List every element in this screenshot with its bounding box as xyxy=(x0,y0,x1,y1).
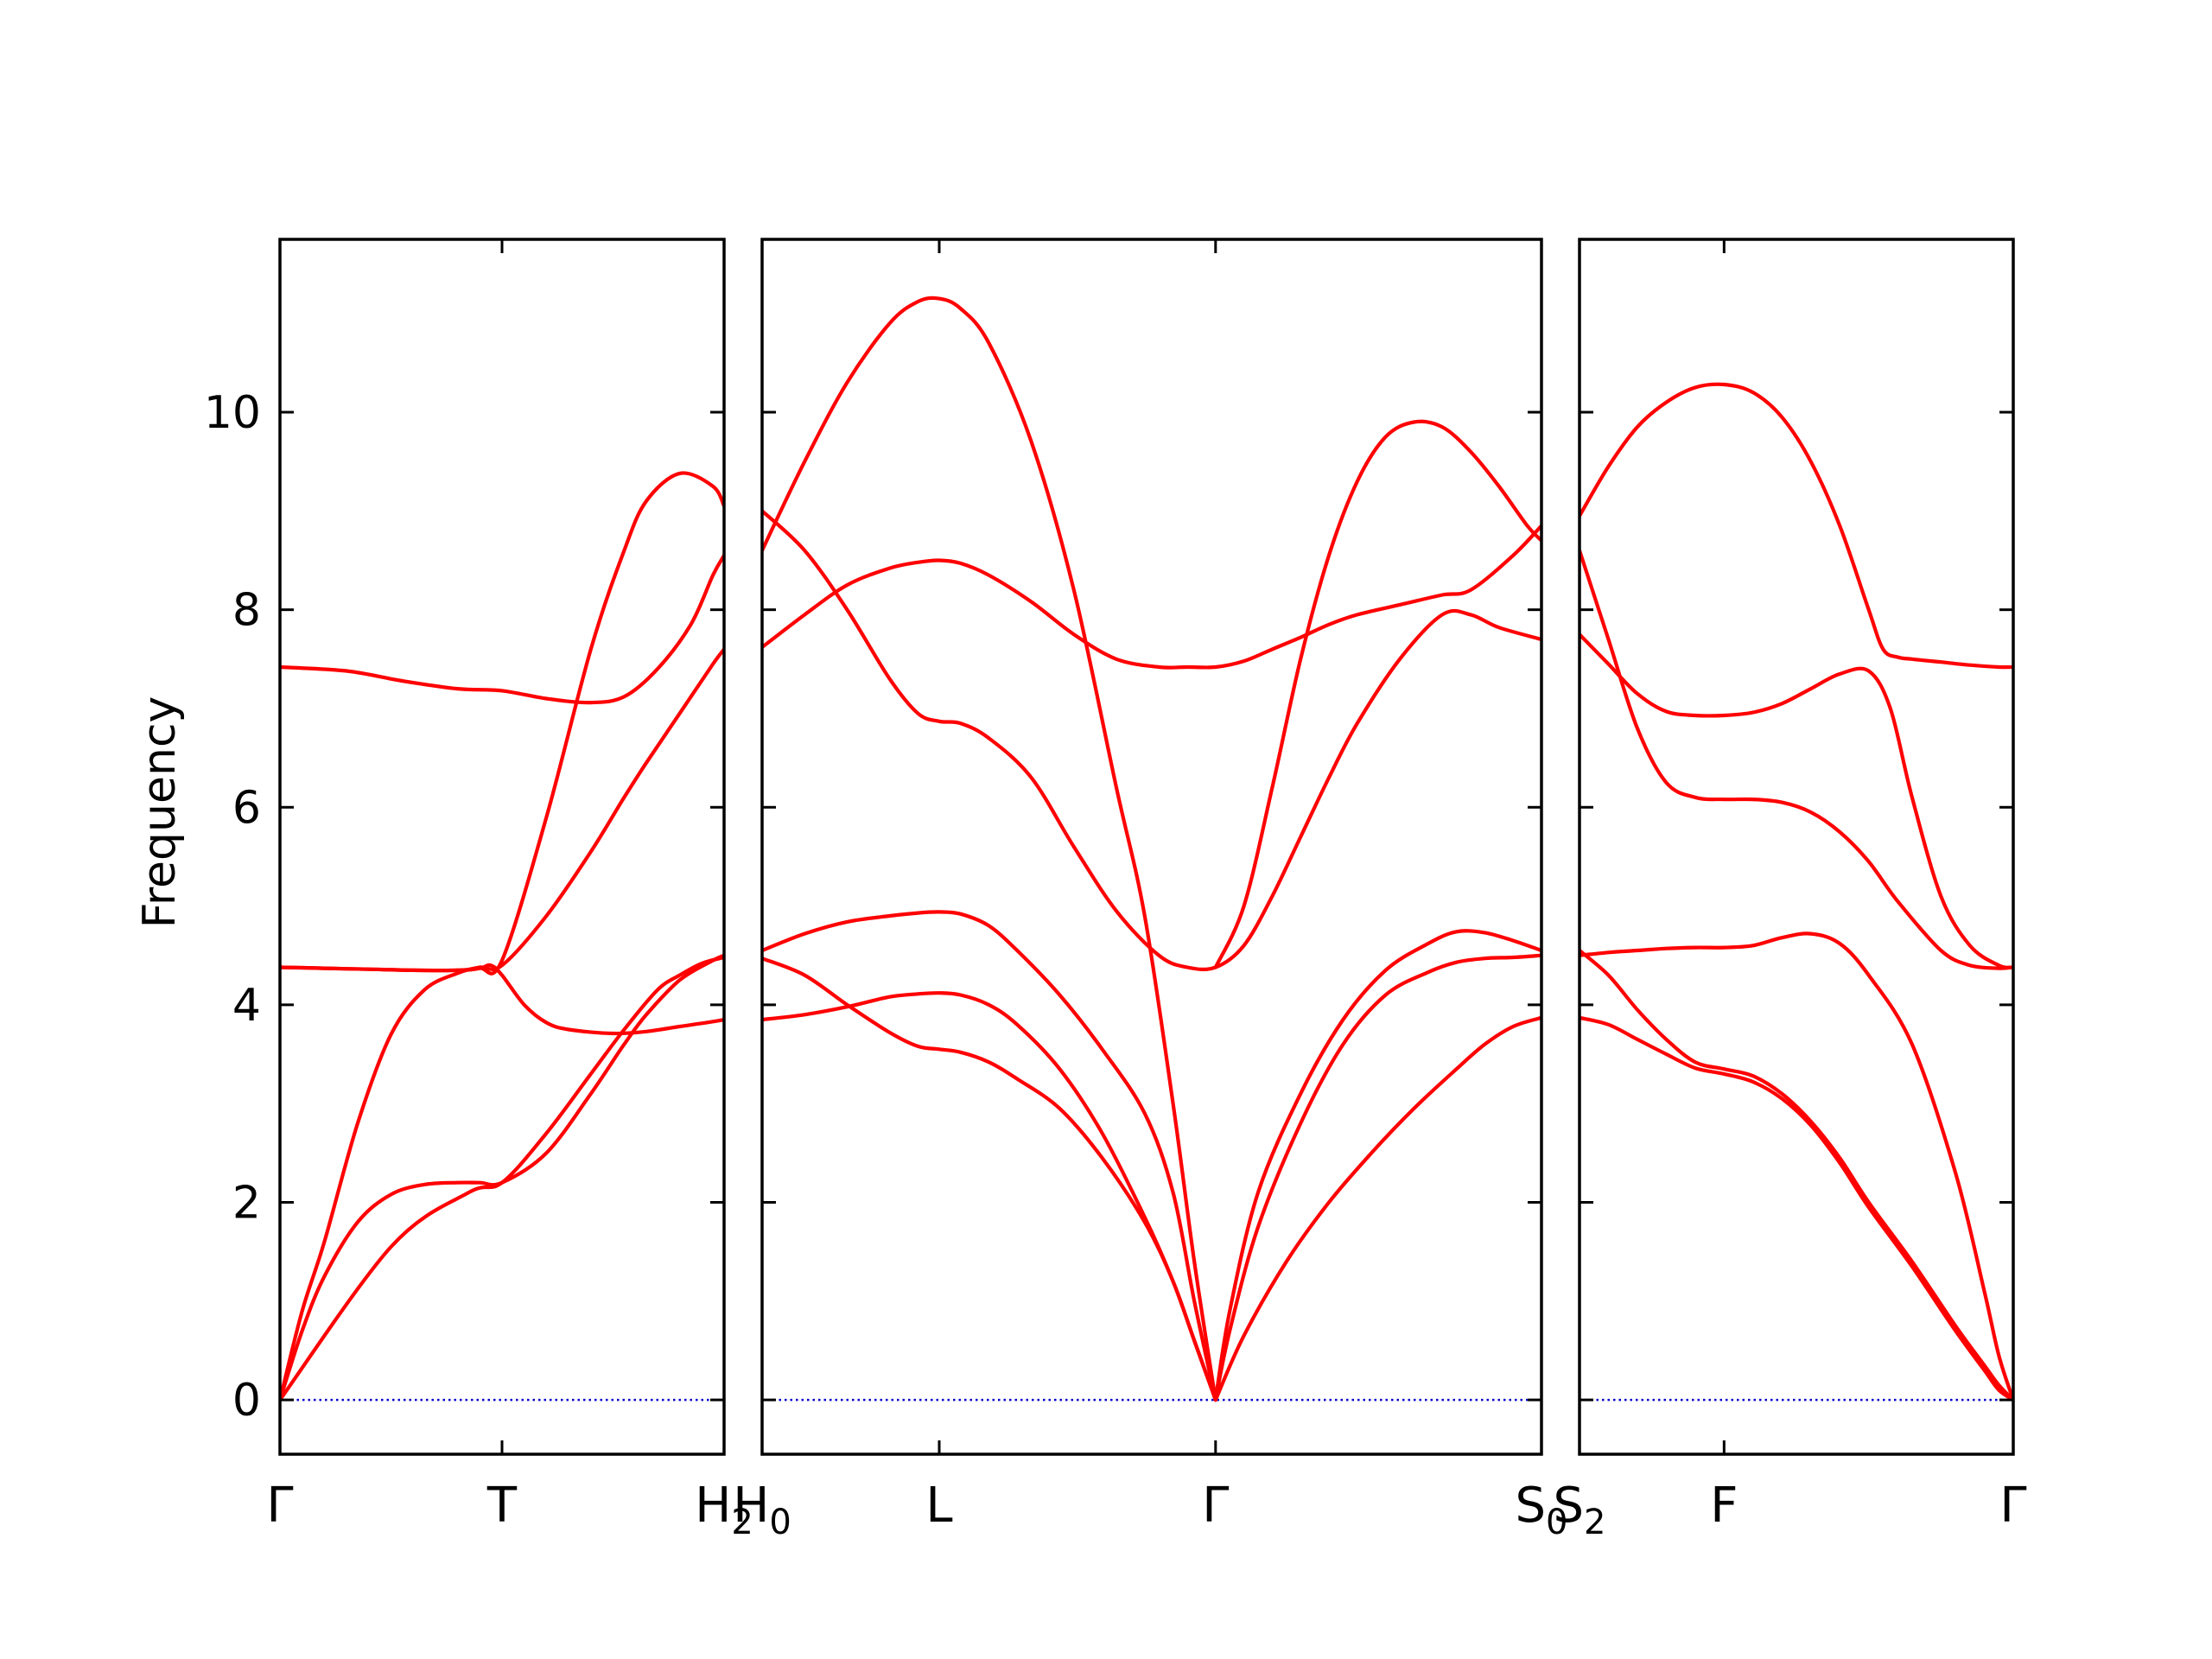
band-line-4 xyxy=(1580,931,2013,1402)
band-line-6 xyxy=(1580,1015,2013,1402)
y-tick-label: 6 xyxy=(232,782,261,834)
kpoint-label: H0 xyxy=(733,1478,791,1542)
kpoint-label: S0 xyxy=(1516,1478,1568,1542)
band-lines xyxy=(280,471,724,1402)
band-line-2 xyxy=(1580,632,2013,969)
y-tick-label: 10 xyxy=(204,387,261,439)
panel-frame xyxy=(278,238,726,1456)
band-line-2 xyxy=(762,524,1541,670)
band-line-8 xyxy=(1213,953,1541,1402)
band-line-1 xyxy=(1580,382,2013,670)
band-line-3 xyxy=(280,471,724,976)
panel-frame xyxy=(760,238,1543,1456)
y-tick-label: 8 xyxy=(232,585,261,637)
kpoint-label: F xyxy=(1710,1478,1738,1534)
band-line-1 xyxy=(280,953,724,1402)
band-lines xyxy=(1580,382,2013,1402)
y-tick-label: 2 xyxy=(232,1178,261,1230)
band-line-5 xyxy=(1580,948,2013,1402)
band-line-10 xyxy=(1213,419,1541,969)
band-lines xyxy=(762,296,1541,1402)
band-line-5 xyxy=(280,553,724,705)
kpoint-label: Γ xyxy=(266,1478,293,1534)
panel-3: S2 F Γ xyxy=(1554,238,2027,1542)
y-tick-label: 0 xyxy=(232,1375,261,1427)
panel-frame xyxy=(1578,238,2015,1456)
band-line-9 xyxy=(1213,1015,1541,1402)
band-line-3 xyxy=(1580,549,2013,970)
band-line-1 xyxy=(762,296,1217,1402)
kpoint-label: T xyxy=(486,1478,518,1534)
kpoint-label: L xyxy=(925,1478,952,1534)
kpoint-label: Γ xyxy=(1202,1478,1229,1534)
band-line-2 xyxy=(280,647,724,1402)
band-line-3 xyxy=(762,509,1541,971)
band-line-6 xyxy=(280,955,724,1402)
band-line-6 xyxy=(762,991,1217,1402)
band-line-4 xyxy=(762,910,1217,1402)
kpoint-label: S2 xyxy=(1554,1478,1606,1542)
band-line-5 xyxy=(762,957,1217,1402)
y-axis-label: Frequency xyxy=(134,696,186,929)
y-tick-label: 4 xyxy=(232,980,261,1032)
band-line-7 xyxy=(1213,929,1541,1402)
panel-2: H0 L Γ S0 xyxy=(733,238,1568,1542)
kpoint-label: Γ xyxy=(1999,1478,2026,1534)
band-line-4 xyxy=(280,963,724,1036)
